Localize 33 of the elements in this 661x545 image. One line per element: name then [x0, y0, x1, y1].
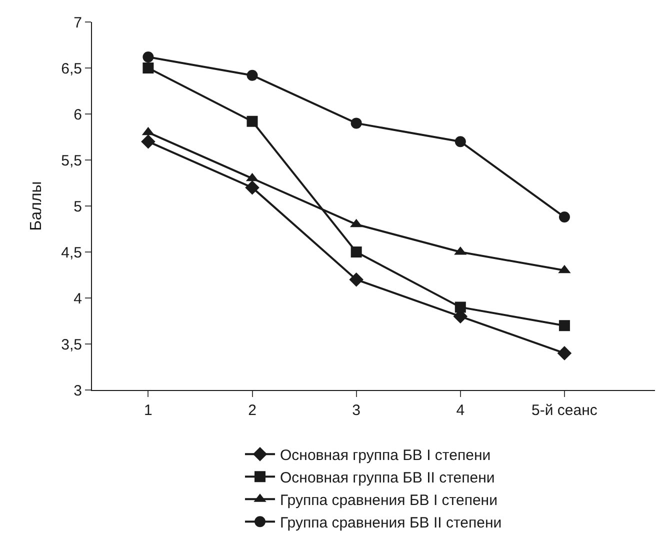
legend-label: Группа сравнения БВ I степени	[280, 492, 498, 509]
point	[349, 272, 364, 287]
point	[141, 134, 156, 149]
point	[558, 320, 570, 332]
point	[246, 116, 258, 127]
y-axis-title: Баллы	[28, 181, 46, 231]
legend-label: Группа сравнения БВ II степени	[280, 514, 502, 532]
legend-label: Основная группа БВ I степени	[280, 446, 491, 464]
point	[558, 212, 570, 223]
y-tick-label: 5	[74, 198, 82, 216]
point	[454, 136, 466, 148]
y-tick-label: 6	[74, 106, 82, 124]
x-tick-label: 1	[144, 402, 152, 419]
x-tick-label: 4	[456, 402, 465, 419]
point	[246, 70, 258, 81]
point	[350, 118, 362, 129]
point	[350, 246, 362, 258]
point	[557, 346, 572, 360]
y-tick-label: 4	[74, 290, 82, 308]
legend-label: Основная группа БВ II степени	[280, 469, 495, 486]
y-tick-label: 3	[74, 382, 82, 400]
y-tick-label: 5,5	[61, 152, 82, 170]
y-tick-label: 7	[74, 14, 82, 32]
point	[245, 180, 260, 195]
x-tick-label: 3	[352, 402, 360, 419]
point	[142, 51, 154, 62]
point	[454, 302, 466, 313]
x-tick-label: 2	[248, 402, 256, 419]
y-tick-label: 4,5	[61, 244, 82, 262]
x-tick-label: 5-й сеанс	[532, 402, 598, 419]
y-tick-label: 6,5	[61, 60, 82, 78]
point	[142, 62, 154, 74]
y-tick-label: 3,5	[61, 336, 82, 354]
